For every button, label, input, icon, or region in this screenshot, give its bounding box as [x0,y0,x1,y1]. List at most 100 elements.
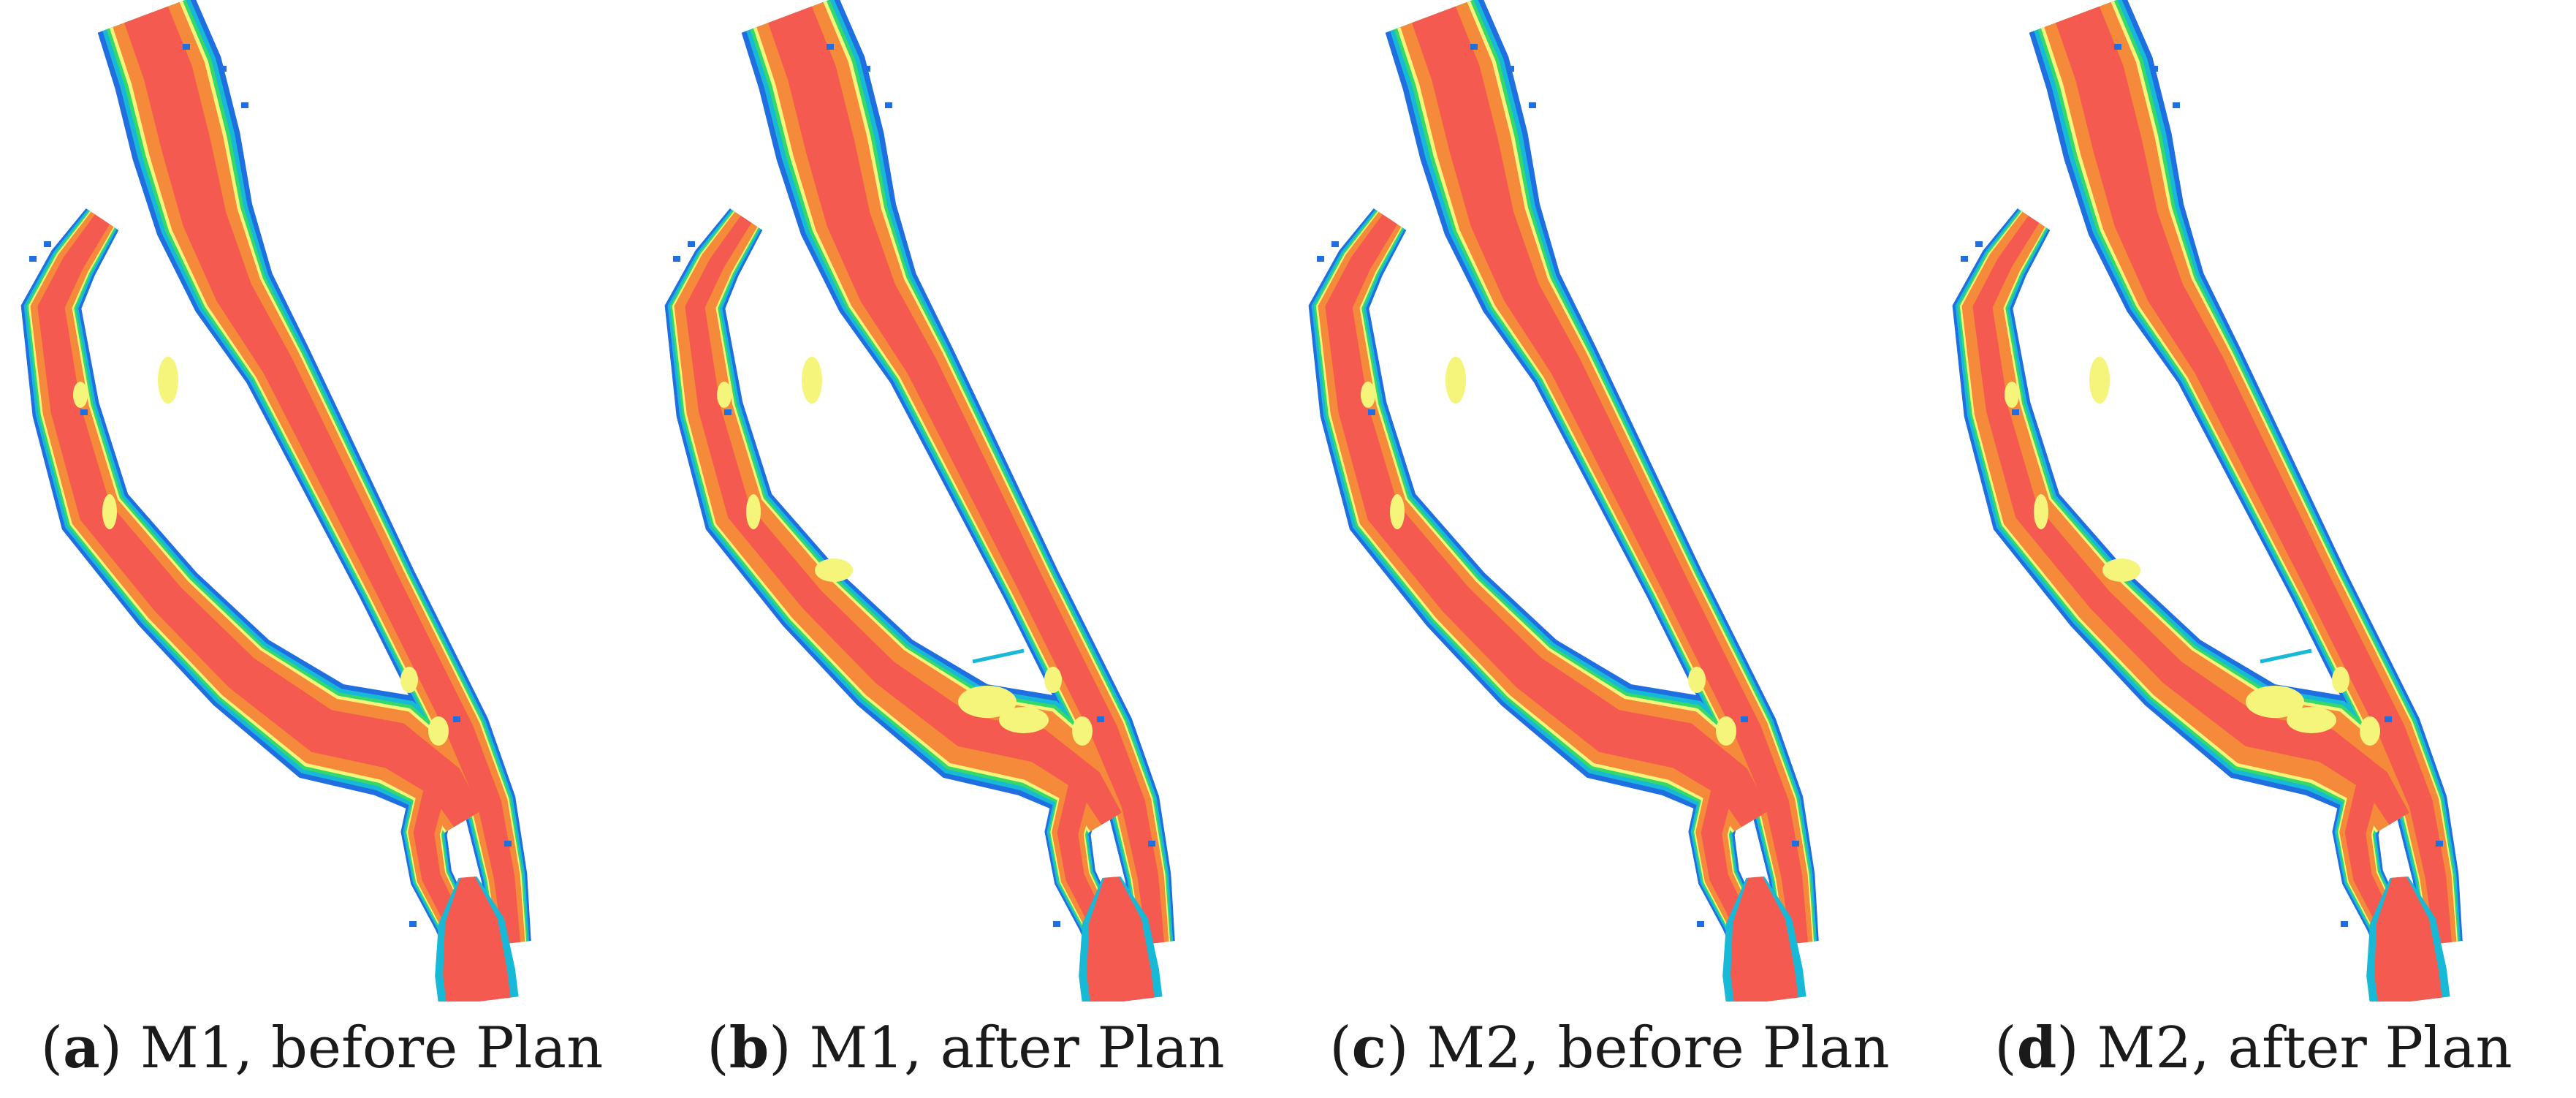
bank-speckle [80,409,88,415]
bank-speckle [724,409,732,415]
bank-speckle [1529,102,1536,108]
main-thalweg-zone [1972,216,2409,825]
main-thalweg-zone [2344,772,2423,985]
bank-speckle [1053,921,1060,927]
panel-caption-c: (c) M2, before Plan [1329,1015,1890,1081]
downstream-channel [2374,876,2442,1002]
deposit-patch [1716,716,1736,746]
reduced-flow-patch [2102,559,2140,582]
bank-speckle [1975,241,1983,247]
panel-caption-a: (a) M1, before Plan [40,1015,604,1081]
deposit-patch [1390,494,1405,529]
flow-field-map-b [664,0,1175,1002]
deposit-patch [428,716,449,746]
bank-speckle [1368,409,1375,415]
map-panel-c: (c) M2, before Plan [1288,0,1931,1098]
main-thalweg-zone [685,216,1122,825]
panel-caption-text: M1, before Plan [140,1015,604,1081]
flow-field-map-d [1952,0,2463,1002]
deposit-patch [2034,494,2048,529]
bank-speckle [504,841,512,847]
panel-letter: d [2016,1015,2057,1081]
bank-speckle [2151,66,2158,72]
bank-speckle [1331,241,1339,247]
bank-speckle [1148,841,1155,847]
panel-caption-b: (b) M1, after Plan [707,1015,1225,1081]
bank-speckle [1792,841,1799,847]
bank-speckle [409,921,417,927]
main-thalweg-zone [1701,772,1779,985]
bank-speckle [827,44,834,50]
bank-speckle [183,44,190,50]
main-thalweg-zone [1057,772,1136,985]
bank-speckle [885,102,892,108]
plan-structure-line [2260,648,2312,664]
bank-speckle [1741,716,1748,722]
deposit-patch [1688,667,1706,693]
map-panel-a: (a) M1, before Plan [0,0,644,1098]
deposit-patch [1072,716,1093,746]
deposit-patch [1445,357,1466,404]
downstream-channel [443,876,511,1002]
panel-caption-text: M1, after Plan [809,1015,1225,1081]
bank-speckle [2173,102,2180,108]
main-thalweg-zone [1325,214,1769,828]
map-panel-b: (b) M1, after Plan [644,0,1288,1098]
bank-speckle [2114,44,2121,50]
flow-field-map-a [20,0,531,1002]
plan-structure-line [972,648,1025,664]
deposit-patch [717,382,732,408]
reduced-flow-patch [958,686,1017,718]
deposit-patch [158,357,178,404]
bank-speckle [29,256,37,262]
bank-speckle [688,241,695,247]
bank-speckle [1317,256,1324,262]
bank-speckle [2436,841,2443,847]
bank-speckle [44,241,51,247]
deposit-patch [802,357,822,404]
downstream-channel [1087,876,1155,1002]
panel-caption-text: M2, before Plan [1426,1015,1890,1081]
panel-caption-d: (d) M2, after Plan [1994,1015,2512,1081]
map-panel-d: (d) M2, after Plan [1931,0,2575,1098]
bank-speckle [673,256,680,262]
deposit-patch [1361,382,1375,408]
panel-letter: b [729,1015,770,1081]
bank-speckle [1697,921,1704,927]
deposit-patch [400,667,418,693]
main-thalweg-zone [1412,6,1808,944]
flow-field-map-c [1308,0,1819,1002]
bank-speckle [453,716,460,722]
main-thalweg-zone [2056,6,2452,944]
main-thalweg-zone [124,6,521,944]
deposit-patch [2360,716,2380,746]
deposit-patch [2005,382,2019,408]
panel-caption-text: M2, after Plan [2097,1015,2512,1081]
bank-speckle [2385,716,2392,722]
bank-speckle [2012,409,2019,415]
bank-speckle [863,66,870,72]
deposit-patch [746,494,761,529]
main-thalweg-zone [413,772,492,985]
deposit-patch [102,494,117,529]
bank-speckle [1097,716,1104,722]
main-thalweg-zone [37,214,482,828]
reduced-flow-patch [815,559,853,582]
panel-letter: a [63,1015,100,1081]
bank-speckle [219,66,227,72]
reduced-flow-patch [2246,686,2304,718]
bank-speckle [1961,256,1968,262]
panel-letter: c [1351,1015,1387,1081]
reduced-flow-patch [2287,707,2336,733]
deposit-patch [2089,357,2110,404]
deposit-patch [1044,667,1062,693]
downstream-channel [1730,876,1798,1002]
bank-speckle [2341,921,2348,927]
deposit-patch [2332,667,2349,693]
main-thalweg-zone [768,6,1164,944]
bank-speckle [1507,66,1514,72]
deposit-patch [73,382,88,408]
reduced-flow-patch [999,707,1049,733]
bank-speckle [1470,44,1478,50]
bank-speckle [241,102,248,108]
